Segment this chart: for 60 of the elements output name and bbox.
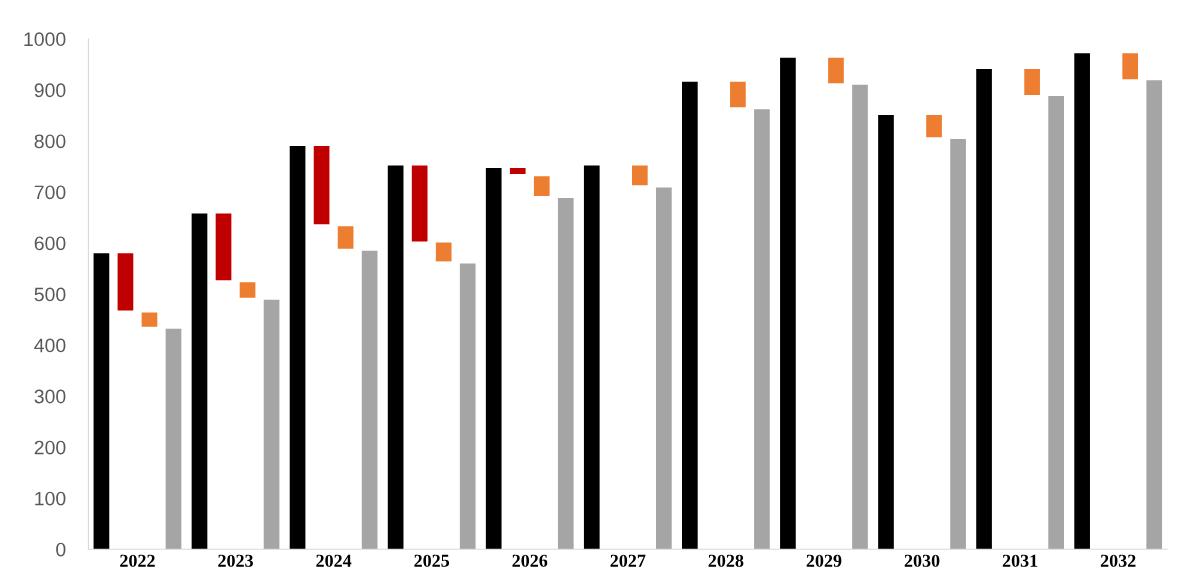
bar bbox=[1048, 96, 1064, 550]
bar bbox=[165, 328, 182, 550]
bar bbox=[411, 165, 428, 242]
bar bbox=[730, 81, 746, 108]
bar bbox=[656, 187, 672, 550]
y-tick-label: 900 bbox=[34, 83, 66, 98]
bar bbox=[117, 253, 134, 311]
bar bbox=[1146, 80, 1163, 550]
x-tick-label: 2030 bbox=[904, 554, 940, 567]
bar bbox=[485, 167, 502, 550]
bar bbox=[387, 165, 404, 550]
bar bbox=[93, 253, 110, 550]
x-tick-label: 2024 bbox=[316, 554, 352, 567]
bar bbox=[459, 263, 476, 550]
bar bbox=[926, 114, 942, 138]
x-tick-label: 2023 bbox=[218, 554, 253, 567]
y-tick-label: 800 bbox=[34, 134, 66, 149]
bar bbox=[950, 138, 966, 550]
bar bbox=[976, 68, 992, 550]
x-tick-label: 2031 bbox=[1002, 554, 1038, 567]
y-tick-label: 700 bbox=[34, 185, 66, 200]
x-tick-label: 2028 bbox=[708, 554, 744, 567]
x-tick-label: 2029 bbox=[806, 554, 842, 567]
bar bbox=[583, 165, 600, 550]
y-tick-label: 0 bbox=[56, 542, 66, 557]
bar bbox=[852, 84, 868, 550]
y-tick-label: 400 bbox=[34, 338, 66, 353]
y-tick-label: 200 bbox=[34, 440, 66, 455]
y-tick-label: 300 bbox=[34, 389, 66, 404]
bar bbox=[557, 198, 574, 550]
bar bbox=[239, 282, 256, 298]
bar bbox=[1024, 68, 1040, 95]
bar bbox=[313, 146, 330, 225]
bar bbox=[754, 109, 770, 550]
x-tick-label: 2032 bbox=[1100, 554, 1136, 567]
bar bbox=[141, 312, 158, 327]
y-tick-label: 600 bbox=[34, 236, 66, 251]
y-tick-label: 500 bbox=[34, 287, 66, 302]
bar bbox=[191, 213, 208, 550]
bar bbox=[1122, 53, 1139, 80]
x-tick-label: 2022 bbox=[120, 554, 155, 567]
x-tick-label: 2025 bbox=[414, 554, 450, 567]
bar bbox=[631, 165, 648, 186]
y-tick-label: 1000 bbox=[24, 32, 66, 47]
bar bbox=[337, 226, 354, 249]
bar bbox=[435, 242, 452, 262]
bar bbox=[263, 299, 280, 550]
bar bbox=[533, 176, 550, 197]
x-tick-label: 2027 bbox=[610, 554, 646, 567]
y-tick-label: 100 bbox=[35, 491, 66, 506]
bar bbox=[215, 213, 232, 281]
bar bbox=[289, 146, 306, 550]
x-tick-label: 2026 bbox=[512, 554, 548, 567]
bar bbox=[1074, 53, 1090, 550]
bar bbox=[361, 250, 378, 550]
bar bbox=[828, 57, 844, 84]
bar bbox=[780, 57, 796, 550]
bar bbox=[878, 114, 894, 550]
bar bbox=[509, 167, 526, 175]
bar bbox=[682, 81, 698, 550]
